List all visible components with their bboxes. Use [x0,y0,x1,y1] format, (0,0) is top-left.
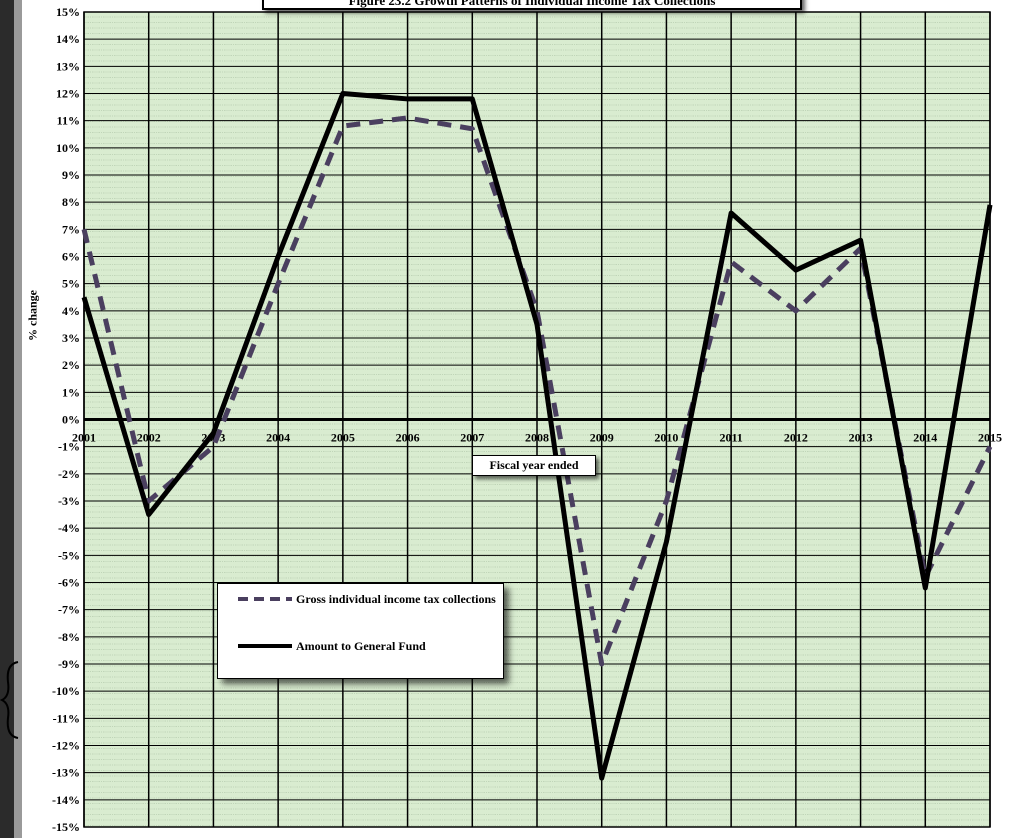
legend-label-gross: Gross individual income tax collections [296,592,496,606]
legend-item-general-fund: Amount to General Fund [238,639,496,654]
left-panel [14,0,22,838]
x-tick-label: 2013 [849,431,873,445]
y-tick-label: -8% [58,630,80,644]
y-tick-label: -13% [52,766,80,780]
y-axis-ticks: 15% 14% 13% 12% 11% 10% 9% 8% 7% 6% 5% 4% 3% 2% 1% 0% -1… [52,5,80,834]
y-tick-label: -4% [58,521,80,535]
x-tick-label: 2010 [654,431,678,445]
series-lines [81,91,993,781]
y-tick-label: -15% [52,820,80,834]
y-tick-label: -3% [58,494,80,508]
chart-title: Figure 23.2 Growth Patterns of Individua… [262,0,802,10]
y-tick-label: 14% [56,32,80,46]
y-tick-label: 12% [56,87,80,101]
x-tick-label: 2011 [719,431,742,445]
y-tick-label: 2% [62,358,80,372]
y-tick-label: -12% [52,739,80,753]
legend-solid-swatch [238,644,292,648]
legend-label-general-fund: Amount to General Fund [296,639,426,653]
y-tick-label: 7% [62,222,80,236]
x-tick-label: 2007 [460,431,484,445]
y-tick-label: -14% [52,793,80,807]
y-tick-label: 9% [62,168,80,182]
x-axis-label: Fiscal year ended [472,455,596,476]
x-tick-label: 2002 [137,431,161,445]
y-tick-label: 4% [62,304,80,318]
y-tick-label: 8% [62,195,80,209]
x-tick-label: 2015 [978,431,1002,445]
y-tick-label: 3% [62,331,80,345]
x-axis-ticks: 2001 2002 2003 2004 2005 2006 2007 2008 2009 2010… [72,431,1002,445]
y-tick-label: -7% [58,603,80,617]
y-tick-label: 6% [62,250,80,264]
x-tick-label: 2006 [396,431,420,445]
y-tick-label: -6% [58,576,80,590]
brace-decoration [0,661,19,739]
x-tick-label: 2012 [784,431,808,445]
x-tick-label: 2005 [331,431,355,445]
y-tick-label: 13% [56,59,80,73]
y-tick-label: 11% [57,114,80,128]
y-tick-label: -9% [58,657,80,671]
y-axis-label: % change [25,290,40,341]
y-tick-label: -5% [58,548,80,562]
y-tick-label: 1% [62,385,80,399]
legend-item-gross: Gross individual income tax collections [238,592,496,607]
y-tick-label: -2% [58,467,80,481]
left-frame [0,0,14,838]
x-tick-label: 2008 [525,431,549,445]
y-tick-label: -10% [52,684,80,698]
x-tick-label: 2001 [72,431,96,445]
x-tick-label: 2004 [266,431,290,445]
series-gross-line [81,115,993,667]
legend-dashed-swatch [238,597,292,601]
x-tick-label: 2009 [590,431,614,445]
y-tick-label: -11% [53,711,80,725]
legend: Gross individual income tax collections … [217,583,504,679]
y-tick-label: 15% [56,5,80,19]
y-tick-label: 5% [62,277,80,291]
y-tick-label: -1% [58,440,80,454]
x-tick-label: 2014 [913,431,937,445]
y-tick-label: 10% [56,141,80,155]
y-tick-label: 0% [62,413,80,427]
